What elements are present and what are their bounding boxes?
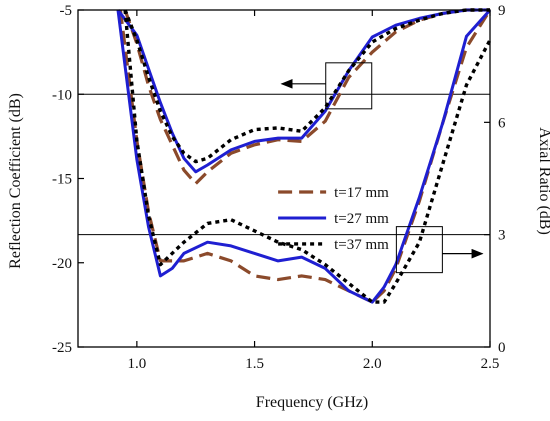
series-line-axial-ratio-2: [116, 8, 492, 304]
y-left-tick-label: -20: [52, 256, 72, 272]
series-2: [116, 8, 492, 304]
annotation-box-1: [325, 62, 373, 110]
series-lines: [116, 8, 492, 304]
y-right-tick-label: 9: [498, 3, 506, 19]
x-tick-label: 1.5: [245, 356, 264, 372]
series-line-reflection-3: [123, 8, 490, 164]
series-3: [123, 8, 492, 304]
annotation-box-2: [395, 226, 443, 274]
y-left-tick-label: -25: [52, 340, 72, 356]
legend-label-1: t=17 mm: [334, 185, 389, 201]
y-right-tick-label: 6: [498, 115, 506, 131]
y-left-tick-label: -15: [52, 172, 72, 188]
x-axis-title: Frequency (GHz): [256, 394, 368, 411]
y-axis-left-title: Reflection Coefficient (dB): [7, 93, 24, 269]
legend-label-2: t=27 mm: [334, 211, 389, 227]
series-line-axial-ratio-3: [123, 9, 492, 304]
y-right-tick-label: 3: [498, 228, 506, 244]
series-line-reflection-1: [123, 8, 490, 186]
x-tick-label: 2.0: [363, 356, 382, 372]
y-right-tick-label: 0: [498, 340, 506, 356]
series-line-reflection-2: [116, 8, 490, 174]
reference-lines: [78, 93, 490, 236]
y-axis-right-title: Axial Ratio (dB): [536, 127, 550, 235]
legend: t=17 mm t=27 mm t=37 mm: [278, 185, 389, 253]
axis-ticks: 1.0 1.5 2.0 2.5 -25 -20 -15 -10 -5 0 3 6 9: [52, 3, 506, 372]
legend-label-3: t=37 mm: [334, 237, 389, 253]
y-left-tick-label: -10: [52, 87, 72, 103]
annotations: [280, 62, 484, 274]
y-left-tick-label: -5: [60, 3, 73, 19]
x-tick-label: 1.0: [127, 356, 146, 372]
x-tick-label: 2.5: [481, 356, 500, 372]
